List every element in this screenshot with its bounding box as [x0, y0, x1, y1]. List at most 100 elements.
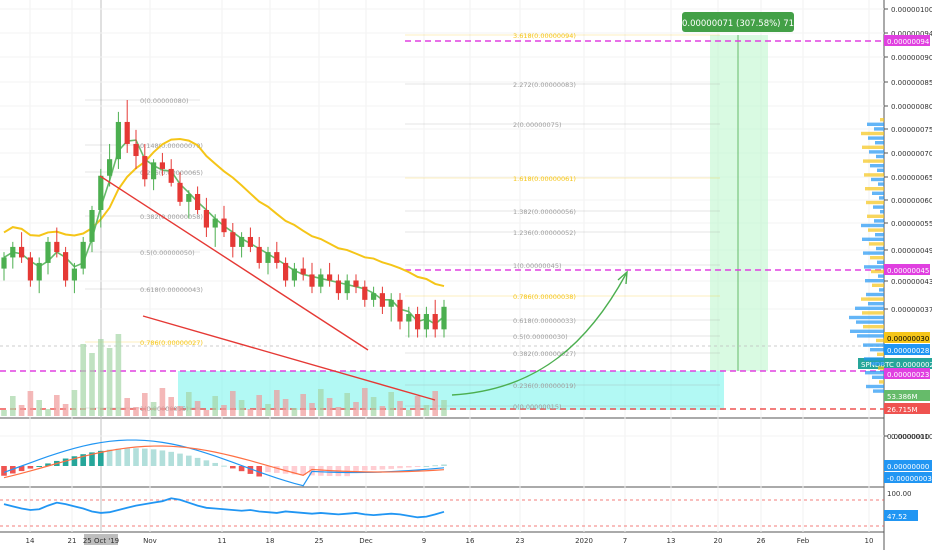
volume-profile-bar — [877, 352, 884, 356]
time-tick-label: 14 — [26, 537, 35, 545]
volume-profile-bar — [865, 187, 884, 191]
price-badge — [884, 368, 930, 379]
volume-bar — [124, 398, 130, 416]
volume-bar — [318, 389, 324, 416]
volume-profile-bar — [872, 283, 884, 287]
candle-body — [265, 252, 271, 263]
volume-bar — [238, 400, 245, 416]
candle-body — [353, 280, 359, 287]
volume-bar — [1, 410, 7, 416]
volume-profile-bar — [878, 366, 884, 370]
candle-body — [371, 293, 377, 300]
price-badge — [884, 403, 930, 414]
macd-histogram-bar — [177, 453, 183, 466]
macd-histogram-bar — [397, 466, 403, 469]
macd-histogram-bar — [300, 466, 306, 475]
volume-bar — [71, 390, 78, 416]
time-tick-label: 7 — [623, 537, 627, 545]
rsi-axis-label: 47.52 — [887, 513, 907, 521]
price-tick-label: 0.00000090 — [891, 54, 932, 62]
price-tick-label: 0.00000075 — [891, 126, 932, 134]
volume-profile-bar — [849, 315, 884, 320]
price-tick-label: 0.00000065 — [891, 174, 932, 182]
macd-histogram-bar — [379, 466, 386, 470]
macd-histogram-bar — [27, 466, 34, 469]
price-tick-label: 0.00000080 — [891, 103, 932, 111]
fib-level-label: 0.786(0.00000038) — [513, 293, 576, 301]
price-tick-label: 0.00000049 — [891, 247, 932, 255]
macd-histogram-bar — [388, 466, 394, 469]
macd-histogram-bar — [362, 466, 368, 471]
volume-bar — [230, 391, 236, 416]
fib-level-label: 0.5(0.00000030) — [513, 333, 568, 341]
volume-bar — [27, 391, 34, 416]
measure-label-box — [682, 12, 794, 32]
volume-bar — [98, 339, 104, 416]
fib-left-label: 0(0.00000080) — [140, 97, 189, 105]
volume-bar — [159, 388, 166, 416]
candle-body — [124, 121, 130, 144]
macd-histogram-bar — [309, 466, 315, 476]
macd-histogram-bar — [133, 448, 139, 466]
macd-histogram-bar — [282, 466, 289, 474]
candle-body — [195, 193, 201, 210]
fib-level-label: 0(0.00000015) — [513, 403, 562, 411]
volume-bar — [379, 406, 386, 416]
macd-histogram-bar — [212, 462, 218, 466]
rsi-badge — [884, 510, 918, 521]
macd-histogram-bar — [36, 466, 42, 467]
candle-body — [177, 182, 183, 202]
candle-body — [89, 209, 95, 242]
price-tick-label: 0.00000037 — [891, 306, 932, 314]
volume-bar — [362, 388, 368, 416]
volume-bar — [36, 400, 42, 416]
fib-level-label: 2.272(0.00000083) — [513, 81, 576, 89]
macd-histogram-bar — [159, 450, 166, 466]
macd-histogram-bar — [142, 448, 148, 466]
candle-body — [203, 209, 209, 228]
macd-histogram-bar — [230, 466, 236, 469]
candle-body — [1, 257, 7, 269]
candle-body — [36, 262, 42, 281]
fib-left-label: 0.786(0.00000027) — [140, 339, 203, 347]
volume-profile-bar — [850, 329, 884, 333]
volume-profile-bar — [862, 237, 884, 241]
price-badge-label: 53.386M — [887, 393, 918, 401]
volume-bar — [291, 408, 298, 416]
candle-body — [212, 218, 218, 228]
price-tick-label: 0.00000085 — [891, 79, 932, 87]
price-tick-label: 0.00000094 — [891, 30, 932, 38]
time-tick-label: Feb — [797, 537, 810, 545]
projection-arrowhead — [617, 270, 628, 285]
macd-histogram-bar — [423, 465, 430, 467]
volume-profile-bar — [864, 265, 884, 269]
volume-bar — [142, 393, 148, 416]
fib-level-label: 0.618(0.00000033) — [513, 317, 576, 325]
macd-histogram-bar — [256, 466, 262, 477]
volume-profile-bar — [865, 371, 884, 375]
volume-bar — [221, 405, 227, 416]
volume-bar — [326, 398, 333, 416]
fib-left-label: 0.148(0.00000070) — [140, 142, 203, 150]
time-tick-label: 11 — [218, 537, 227, 545]
volume-profile-bar — [863, 251, 884, 255]
price-badge — [884, 344, 930, 355]
fib-level-label: 1.236(0.00000052) — [513, 229, 576, 237]
fib-level-label: 0.236(0.00000019) — [513, 382, 576, 390]
macd-histogram-bar — [274, 466, 280, 473]
macd-badge — [884, 460, 932, 471]
candle-body — [80, 241, 86, 269]
volume-bar — [150, 402, 157, 416]
volume-profile-bar — [874, 219, 884, 223]
macd-axis-label: -0.00000003 — [887, 475, 932, 483]
macd-histogram-bar — [115, 448, 122, 466]
volume-bar — [432, 391, 438, 416]
moving-average-slow — [3, 137, 445, 288]
volume-profile-bar — [880, 118, 884, 122]
volume-bar — [45, 409, 51, 416]
volume-bar — [353, 402, 359, 416]
candle-body — [19, 246, 25, 258]
time-tick-label: 20 — [714, 537, 723, 545]
candle-body — [107, 159, 113, 176]
